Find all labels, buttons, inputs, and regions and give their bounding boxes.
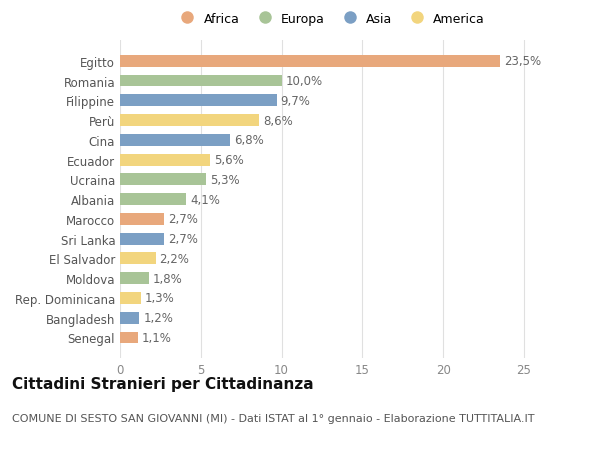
Bar [120,174,206,186]
Legend: Africa, Europa, Asia, America: Africa, Europa, Asia, America [175,13,485,26]
Text: 9,7%: 9,7% [281,95,311,107]
Bar [120,292,141,304]
Bar [120,56,500,67]
Text: 5,3%: 5,3% [209,174,239,186]
Text: 6,8%: 6,8% [234,134,263,147]
Text: 2,7%: 2,7% [167,233,197,246]
Text: 10,0%: 10,0% [286,75,323,88]
Text: 4,1%: 4,1% [190,193,220,206]
Text: 2,2%: 2,2% [160,252,190,265]
Bar [120,134,230,146]
Text: 5,6%: 5,6% [215,154,244,167]
Bar [120,194,186,206]
Bar [120,154,211,166]
Bar [120,115,259,127]
Text: 1,3%: 1,3% [145,292,175,305]
Bar [120,75,281,87]
Bar [120,253,155,265]
Text: 2,7%: 2,7% [167,213,197,226]
Bar [120,332,138,344]
Text: 1,8%: 1,8% [153,272,183,285]
Bar [120,233,164,245]
Text: COMUNE DI SESTO SAN GIOVANNI (MI) - Dati ISTAT al 1° gennaio - Elaborazione TUTT: COMUNE DI SESTO SAN GIOVANNI (MI) - Dati… [12,413,535,423]
Text: 23,5%: 23,5% [503,55,541,68]
Bar [120,273,149,285]
Text: Cittadini Stranieri per Cittadinanza: Cittadini Stranieri per Cittadinanza [12,376,314,392]
Text: 1,1%: 1,1% [142,331,172,344]
Text: 1,2%: 1,2% [143,312,173,325]
Bar [120,213,164,225]
Bar [120,312,139,324]
Text: 8,6%: 8,6% [263,114,293,127]
Bar [120,95,277,107]
